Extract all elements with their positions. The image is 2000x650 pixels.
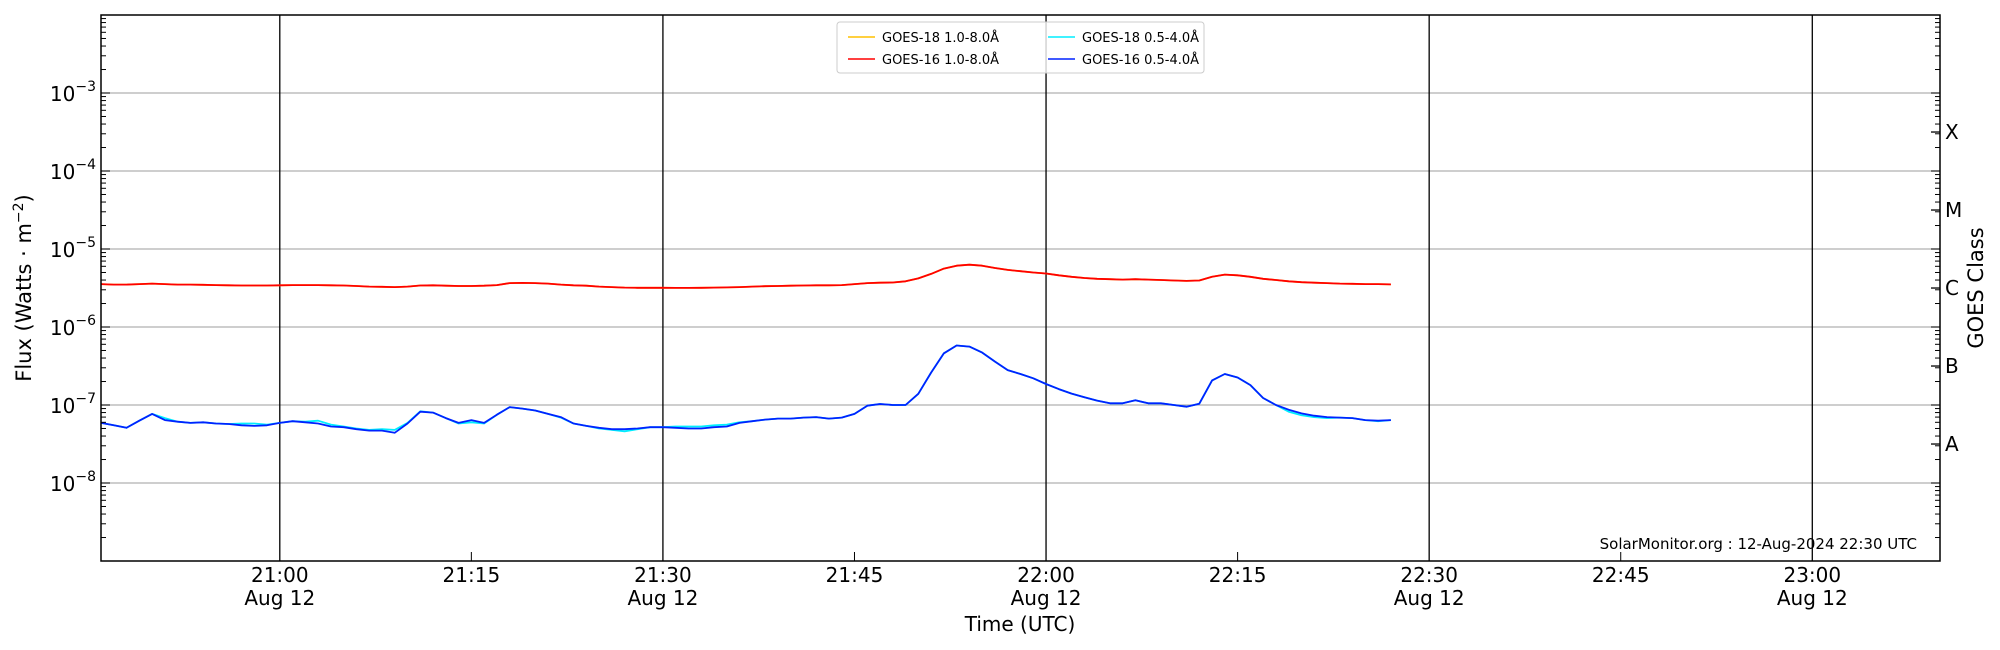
y-tick-base: 10 xyxy=(50,472,75,496)
x-tick-date: Aug 12 xyxy=(1011,586,1082,610)
grid xyxy=(101,15,1940,561)
goes-class-label: M xyxy=(1945,198,1962,222)
y-tick-base: 10 xyxy=(50,160,75,184)
y-tick-exponent: −7 xyxy=(75,391,96,407)
x-tick-label: 21:30 xyxy=(634,563,692,587)
right-axis-label: GOES Class xyxy=(1964,227,1988,348)
y-tick-label: 10−7 xyxy=(50,391,96,418)
y-tick-exponent: −5 xyxy=(75,235,96,251)
y-tick-exponent: −3 xyxy=(75,79,96,95)
x-tick-label: 21:15 xyxy=(443,563,501,587)
x-tick-label: 21:45 xyxy=(826,563,884,587)
goes-class-label: X xyxy=(1945,120,1959,144)
y-tick-exponent: −4 xyxy=(75,157,96,173)
y-tick-exponent: −6 xyxy=(75,313,96,329)
x-tick-label: 21:00 xyxy=(251,563,309,587)
y-tick-base: 10 xyxy=(50,82,75,106)
series-line-1 xyxy=(100,263,1391,289)
y-tick-label: 10−8 xyxy=(50,469,96,496)
y-axis-label-suffix: ) xyxy=(12,194,36,202)
legend-entry-label: GOES-18 0.5-4.0Å xyxy=(1082,30,1199,46)
legend-box xyxy=(836,21,1205,74)
x-tick-date: Aug 12 xyxy=(1777,586,1848,610)
x-tick-label: 22:00 xyxy=(1017,563,1075,587)
legend: GOES-18 1.0-8.0Å GOES-16 1.0-8.0Å GOES-18 … xyxy=(836,21,1205,74)
goes-class-label: B xyxy=(1945,354,1959,378)
legend-entry-label: GOES-16 0.5-4.0Å xyxy=(1082,52,1199,68)
y-tick-base: 10 xyxy=(50,316,75,340)
plot-frame xyxy=(100,14,1941,562)
goes-class-label: C xyxy=(1945,276,1959,300)
y-tick-base: 10 xyxy=(50,394,75,418)
y-axis-label: Flux (Watts · m−2) xyxy=(11,194,36,382)
x-tick-date: Aug 12 xyxy=(1394,586,1465,610)
y-tick-exponent: −8 xyxy=(75,469,96,485)
y-axis-label-prefix: Flux (Watts · m xyxy=(12,223,36,382)
x-tick-label: 22:45 xyxy=(1592,563,1650,587)
series-line-3 xyxy=(100,344,1391,434)
x-tick-label: 22:15 xyxy=(1209,563,1267,587)
legend-entry-label: GOES-18 1.0-8.0Å xyxy=(882,30,999,46)
x-axis-label: Time (UTC) xyxy=(964,612,1076,636)
goes-class-label: A xyxy=(1945,432,1959,456)
x-tick-label: 22:30 xyxy=(1400,563,1458,587)
series-line-2 xyxy=(100,344,1391,433)
legend-entry-label: GOES-16 1.0-8.0Å xyxy=(882,52,999,68)
x-tick-date: Aug 12 xyxy=(627,586,698,610)
y-tick-label: 10−6 xyxy=(50,313,96,340)
y-tick-label: 10−5 xyxy=(50,235,96,262)
series-lines xyxy=(100,263,1391,434)
y-axis-label-exponent: −2 xyxy=(11,202,27,223)
y-tick-base: 10 xyxy=(50,238,75,262)
x-tick-date: Aug 12 xyxy=(244,586,315,610)
y-tick-label: 10−3 xyxy=(50,79,96,106)
x-tick-label: 23:00 xyxy=(1783,563,1841,587)
watermark-annotation: SolarMonitor.org : 12-Aug-2024 22:30 UTC xyxy=(1600,535,1917,553)
y-tick-label: 10−4 xyxy=(50,157,96,184)
